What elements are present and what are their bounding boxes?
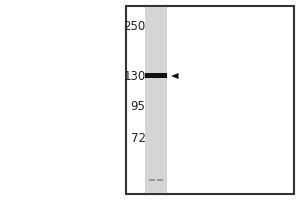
Bar	[145, 7, 167, 193]
Bar	[149, 179, 155, 181]
Bar	[126, 6, 294, 194]
Text: 130: 130	[123, 70, 146, 82]
Polygon shape	[171, 73, 178, 79]
Bar	[145, 73, 167, 78]
Text: 72: 72	[130, 132, 146, 144]
Text: 95: 95	[130, 99, 146, 112]
Bar	[0, 0, 126, 200]
Bar	[157, 179, 163, 181]
Text: 250: 250	[123, 20, 146, 32]
